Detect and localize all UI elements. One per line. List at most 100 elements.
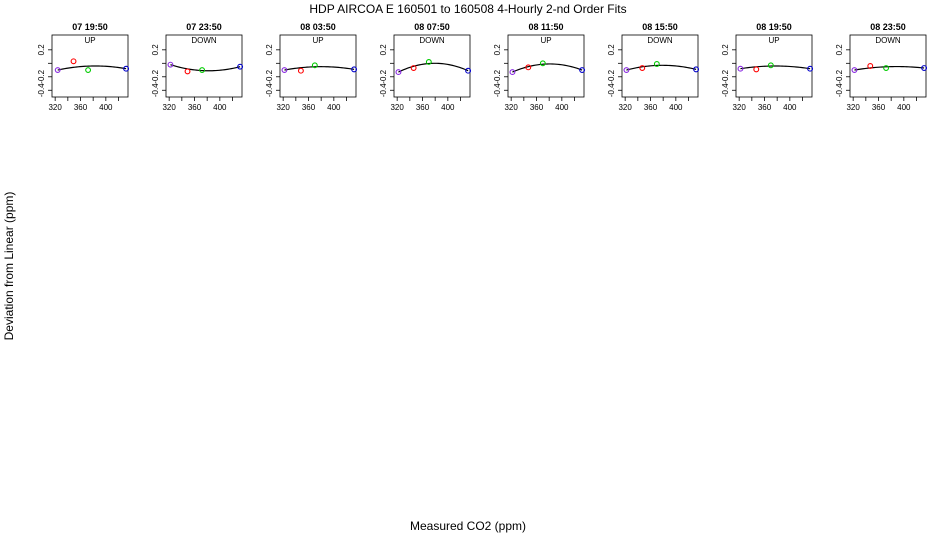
- y-tick-label: -0.2: [151, 69, 160, 83]
- data-point: [351, 66, 358, 73]
- panel: 08 23:50 DOWN 320 360 400 0.2 -0.2-0.4: [835, 22, 928, 112]
- fit-curve: [57, 65, 127, 71]
- x-tick-label: 360: [302, 103, 316, 112]
- panel-title: 07 23:50: [186, 22, 222, 32]
- y-tick-label: 0.2: [37, 44, 46, 56]
- panel: 08 11:50 UP 320 360 400 0.2 -0.2-0.4: [493, 22, 586, 112]
- data-point: [123, 65, 130, 72]
- panel-frame: [735, 34, 813, 98]
- panel: 08 03:50 UP 320 360 400 0.2 -0.2-0.4: [265, 22, 358, 112]
- y-tick-label: -0.2: [379, 69, 388, 83]
- y-tick-label: 0.2: [151, 44, 160, 56]
- x-tick-label: 400: [897, 103, 911, 112]
- panel-title: 08 15:50: [642, 22, 678, 32]
- x-tick-label: 360: [758, 103, 772, 112]
- x-tick-label: 400: [213, 103, 227, 112]
- data-point: [753, 66, 760, 73]
- fit-curve: [170, 64, 241, 72]
- y-tick-label: -0.4: [379, 83, 388, 97]
- fit-curve: [284, 66, 355, 71]
- y-tick-label: -0.2: [265, 69, 274, 83]
- data-point: [167, 61, 174, 68]
- panel-subtitle: UP: [540, 36, 551, 45]
- data-point: [395, 69, 402, 76]
- x-tick-label: 400: [669, 103, 683, 112]
- y-tick-label: 0.2: [835, 44, 844, 56]
- x-tick-label: 400: [783, 103, 797, 112]
- data-point: [311, 62, 318, 69]
- panel-title: 07 19:50: [72, 22, 108, 32]
- panel-title: 08 11:50: [528, 22, 563, 32]
- y-tick-label: 0.2: [721, 44, 730, 56]
- data-point: [237, 63, 244, 70]
- x-tick-label: 360: [188, 103, 202, 112]
- x-tick-label: 320: [390, 103, 404, 112]
- x-tick-label: 400: [99, 103, 113, 112]
- data-point: [184, 68, 191, 75]
- y-tick-label: -0.2: [607, 69, 616, 83]
- panel-title: 08 03:50: [300, 22, 336, 32]
- x-tick-label: 320: [504, 103, 518, 112]
- y-tick-label: -0.4: [721, 83, 730, 97]
- data-point: [410, 65, 417, 71]
- x-tick-label: 360: [416, 103, 430, 112]
- panel-frame: [507, 34, 585, 98]
- x-tick-label: 320: [162, 103, 176, 112]
- panel: 08 15:50 DOWN 320 360 400 0.2 -0.2-0.4: [607, 22, 700, 112]
- panel-frame: [393, 34, 471, 98]
- panel: 08 07:50 DOWN 320 360 400 0.2 -0.2-0.4: [379, 22, 472, 112]
- panel-subtitle: UP: [312, 36, 323, 45]
- y-tick-label: -0.2: [493, 69, 502, 83]
- data-point: [509, 69, 516, 76]
- fit-curve: [398, 62, 469, 73]
- data-point: [867, 63, 874, 69]
- fit-curve: [512, 63, 583, 73]
- data-point: [883, 65, 890, 71]
- y-tick-label: 0.2: [379, 44, 388, 56]
- y-axis-label: Deviation from Linear (ppm): [2, 192, 16, 341]
- x-axis-label: Measured CO2 (ppm): [410, 519, 526, 533]
- data-point: [85, 67, 92, 73]
- panel-title: 08 19:50: [756, 22, 792, 32]
- data-point: [639, 65, 646, 71]
- data-point: [921, 65, 928, 71]
- fit-curve: [854, 65, 925, 71]
- data-point: [54, 67, 61, 73]
- x-tick-label: 360: [530, 103, 544, 112]
- data-point: [425, 59, 432, 65]
- y-tick-label: -0.4: [151, 83, 160, 97]
- panel: 07 23:50 DOWN 320 360 400 0.2 -0.2-0.4: [151, 22, 244, 112]
- panel-title: 08 23:50: [870, 22, 906, 32]
- panel-subtitle: DOWN: [647, 36, 673, 45]
- panel-subtitle: DOWN: [191, 36, 217, 45]
- y-tick-label: -0.2: [721, 69, 730, 83]
- x-tick-label: 400: [441, 103, 455, 112]
- y-tick-label: -0.4: [265, 83, 274, 97]
- y-tick-label: 0.2: [265, 44, 274, 56]
- data-point: [623, 67, 630, 73]
- panel-subtitle: DOWN: [419, 36, 445, 45]
- chart-title: HDP AIRCOA E 160501 to 160508 4-Hourly 2…: [309, 2, 626, 16]
- x-tick-label: 360: [872, 103, 886, 112]
- y-tick-label: -0.4: [37, 83, 46, 97]
- x-tick-label: 320: [846, 103, 860, 112]
- panel: 08 19:50 UP 320 360 400 0.2 -0.2-0.4: [721, 22, 814, 112]
- data-point: [653, 61, 660, 67]
- data-point: [737, 65, 744, 72]
- x-tick-label: 360: [644, 103, 658, 112]
- panel-frame: [279, 34, 357, 98]
- x-tick-label: 320: [48, 103, 62, 112]
- data-point: [465, 67, 472, 74]
- y-tick-label: 0.2: [607, 44, 616, 56]
- x-tick-label: 320: [732, 103, 746, 112]
- data-point: [199, 67, 206, 73]
- y-tick-label: 0.2: [493, 44, 502, 56]
- x-tick-label: 400: [555, 103, 569, 112]
- panel-frame: [621, 34, 699, 98]
- fit-curve: [740, 65, 811, 70]
- panel: 07 19:50 UP 320 360 400 0.2 -0.2-0.4: [37, 22, 130, 112]
- y-tick-label: -0.2: [37, 69, 46, 83]
